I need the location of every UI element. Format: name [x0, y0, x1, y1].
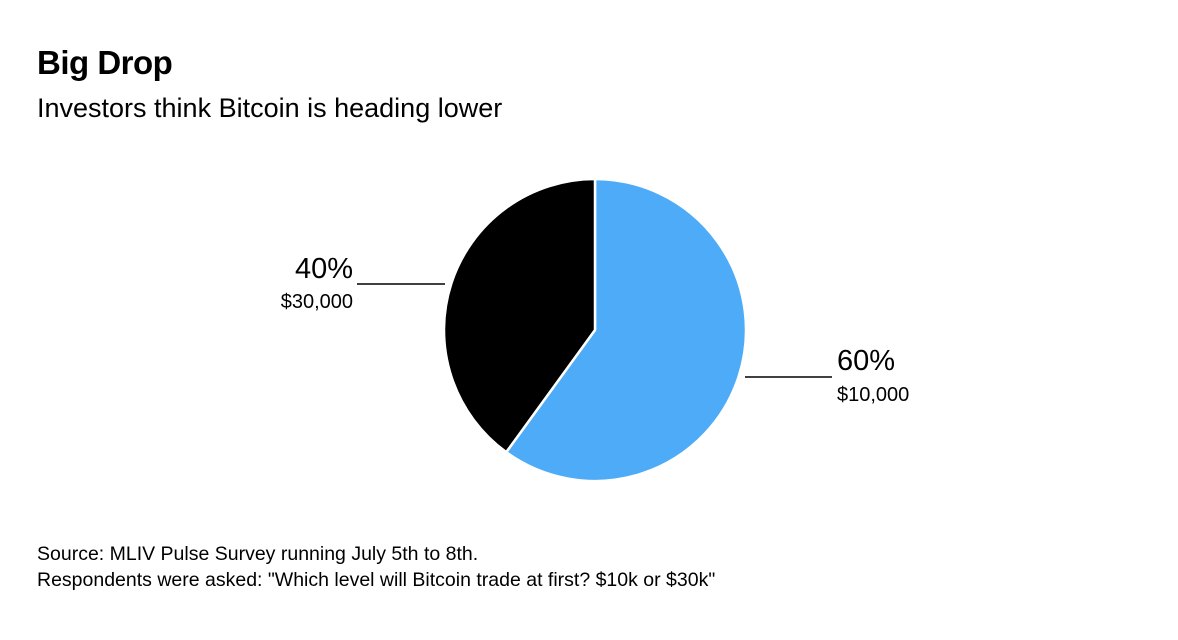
- slice-percent-30k: 40%: [295, 253, 353, 285]
- source-note: Source: MLIV Pulse Survey running July 5…: [37, 543, 479, 565]
- survey-question-note: Respondents were asked: "Which level wil…: [37, 569, 716, 591]
- slice-label-30k: $30,000: [281, 291, 353, 313]
- pie-slice-10000: [504, 177, 748, 483]
- chart-subtitle: Investors think Bitcoin is heading lower: [37, 93, 503, 123]
- chart-footer: Source: MLIV Pulse Survey running July 5…: [37, 541, 715, 593]
- pie-slice-30000: [442, 177, 597, 454]
- chart-title: Big Drop: [37, 44, 173, 81]
- slice-percent-10k: 60%: [837, 345, 895, 377]
- slice-label-10k: $10,000: [837, 384, 909, 406]
